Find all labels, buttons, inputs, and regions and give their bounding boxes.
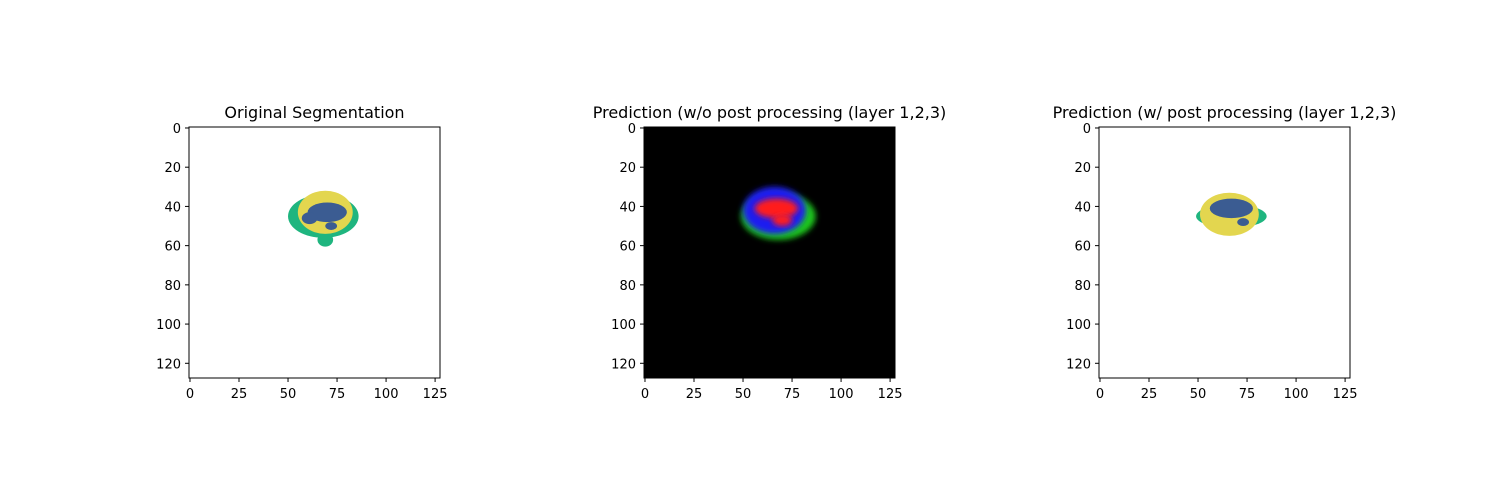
x-tick-label: 50 bbox=[735, 387, 752, 402]
x-tick-label: 100 bbox=[829, 387, 854, 402]
segmentation-image bbox=[741, 186, 816, 240]
y-tick-label: 20 bbox=[619, 161, 636, 176]
region-inner bbox=[754, 198, 798, 219]
axes-frame bbox=[188, 126, 441, 379]
axes-frame bbox=[1098, 126, 1351, 379]
y-tick-label: 80 bbox=[1074, 279, 1091, 294]
x-tick-label: 25 bbox=[686, 387, 703, 402]
axes-frame bbox=[643, 126, 896, 379]
panel-original-segmentation: Original Segmentation 0 25 50 75 100 125 0 20 40… bbox=[156, 103, 447, 402]
y-tick-label: 100 bbox=[611, 318, 636, 333]
x-tick-label: 25 bbox=[1141, 387, 1158, 402]
region-inner bbox=[1237, 218, 1250, 227]
x-tick-label: 100 bbox=[1284, 387, 1309, 402]
region-outer bbox=[317, 232, 334, 247]
x-tick-label: 75 bbox=[784, 387, 801, 402]
y-tick-label: 40 bbox=[1074, 200, 1091, 215]
y-tick-label: 80 bbox=[164, 279, 181, 294]
region-inner bbox=[325, 222, 338, 230]
y-tick-label: 40 bbox=[164, 200, 181, 215]
y-tick-label: 100 bbox=[1066, 318, 1091, 333]
y-tick-label: 120 bbox=[156, 357, 181, 372]
region-inner bbox=[772, 214, 793, 227]
x-tick-label: 0 bbox=[641, 387, 649, 402]
y-tick-label: 120 bbox=[611, 357, 636, 372]
x-tick-label: 75 bbox=[329, 387, 346, 402]
panel-prediction-post: Prediction (w/ post processing (layer 1,… bbox=[1053, 103, 1397, 402]
y-tick-label: 60 bbox=[1074, 240, 1091, 255]
x-tick-label: 75 bbox=[1239, 387, 1256, 402]
y-tick-label: 0 bbox=[1083, 122, 1091, 137]
x-tick-label: 125 bbox=[1333, 387, 1358, 402]
image-background bbox=[644, 127, 895, 378]
x-tick-label: 50 bbox=[280, 387, 297, 402]
y-tick-label: 0 bbox=[628, 122, 636, 137]
y-tick-label: 60 bbox=[619, 240, 636, 255]
panel-prediction-raw: Prediction (w/o post processing (layer 1… bbox=[593, 103, 947, 402]
image-background bbox=[189, 127, 440, 378]
y-tick-label: 0 bbox=[173, 122, 181, 137]
x-tick-label: 0 bbox=[186, 387, 194, 402]
y-tick-label: 40 bbox=[619, 200, 636, 215]
segmentation-image bbox=[1196, 192, 1267, 236]
x-tick-label: 25 bbox=[231, 387, 248, 402]
x-tick-label: 50 bbox=[1190, 387, 1207, 402]
region-inner bbox=[1209, 198, 1253, 219]
x-tick-label: 100 bbox=[374, 387, 399, 402]
y-tick-label: 20 bbox=[1074, 161, 1091, 176]
x-tick-label: 125 bbox=[423, 387, 448, 402]
region-inner bbox=[307, 202, 347, 223]
x-tick-label: 0 bbox=[1096, 387, 1104, 402]
segmentation-image bbox=[288, 190, 359, 247]
image-background bbox=[1099, 127, 1350, 378]
panel-title: Prediction (w/o post processing (layer 1… bbox=[593, 103, 947, 122]
panel-title: Original Segmentation bbox=[224, 103, 404, 122]
panel-title: Prediction (w/ post processing (layer 1,… bbox=[1053, 103, 1397, 122]
y-tick-label: 60 bbox=[164, 240, 181, 255]
y-tick-label: 120 bbox=[1066, 357, 1091, 372]
x-tick-label: 125 bbox=[878, 387, 903, 402]
region-inner bbox=[301, 212, 318, 225]
y-tick-label: 20 bbox=[164, 161, 181, 176]
y-tick-label: 100 bbox=[156, 318, 181, 333]
y-tick-label: 80 bbox=[619, 279, 636, 294]
